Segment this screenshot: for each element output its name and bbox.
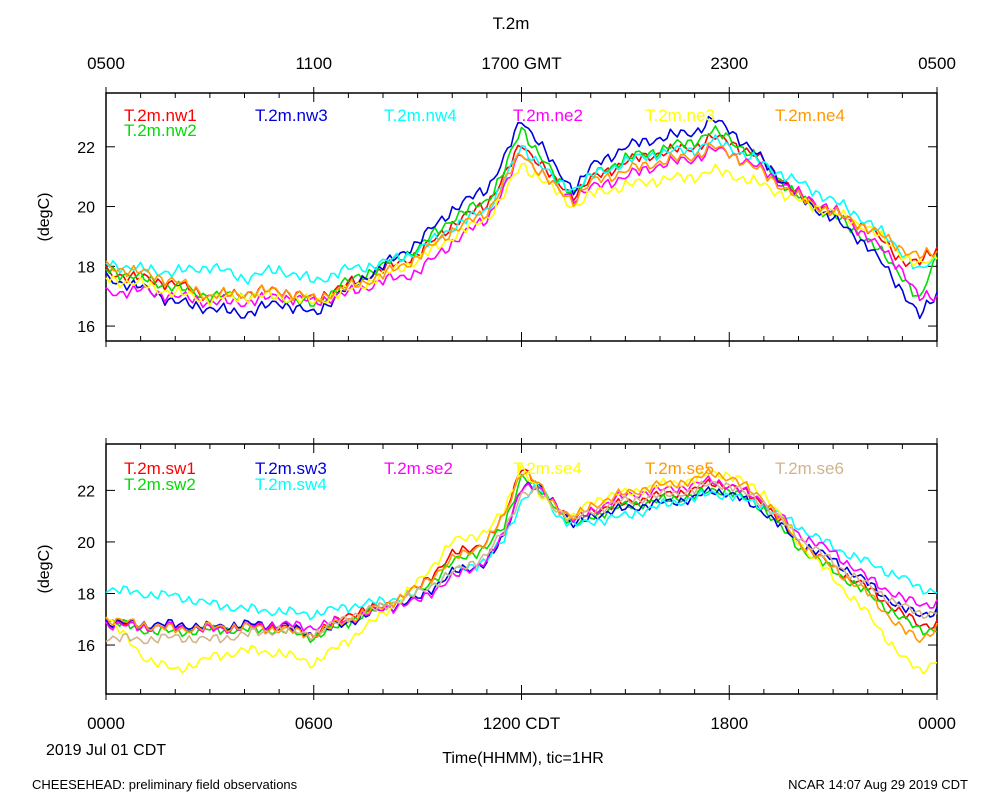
legend-t-2m-sw1: T.2m.sw1 (124, 459, 196, 478)
legend-t-2m-sw3: T.2m.sw3 (255, 459, 327, 478)
panel-bottom-sw-se: 16182022(degC)T.2m.sw1T.2m.sw2T.2m.sw3T.… (36, 438, 938, 700)
legend-t-2m-nw3: T.2m.nw3 (255, 106, 328, 125)
series-line-t-2m-se4 (105, 463, 938, 675)
top-axis-label: 0500 (87, 54, 125, 73)
y-tick-label: 16 (77, 319, 95, 336)
series-line-t-2m-ne3 (105, 162, 938, 307)
y-tick-label: 20 (77, 200, 95, 217)
y-tick-label: 22 (77, 483, 95, 500)
legend-t-2m-nw4: T.2m.nw4 (384, 106, 457, 125)
series-line-t-2m-nw4 (105, 134, 938, 286)
series-line-t-2m-sw2 (105, 473, 938, 644)
series-line-t-2m-sw4 (105, 481, 938, 621)
legend-t-2m-nw2: T.2m.nw2 (124, 121, 197, 140)
legend-t-2m-nw1: T.2m.nw1 (124, 106, 197, 125)
y-tick-label: 18 (77, 586, 95, 603)
y-tick-label: 20 (77, 535, 95, 552)
footer-right: NCAR 14:07 Aug 29 2019 CDT (788, 777, 968, 792)
bottom-axis-label: 0600 (295, 714, 333, 733)
y-axis-label: (degC) (36, 193, 53, 242)
y-tick-label: 18 (77, 259, 95, 276)
bottom-axis-label: 0000 (918, 714, 956, 733)
bottom-axis-label: 1200 CDT (483, 714, 560, 733)
bottom-axis-label: 1800 (710, 714, 748, 733)
series-line-t-2m-sw3 (105, 481, 938, 639)
footer-left: CHEESEHEAD: preliminary field observatio… (32, 777, 298, 792)
legend-t-2m-ne3: T.2m.ne3 (645, 106, 715, 125)
top-axis-label: 1100 (295, 54, 332, 73)
y-tick-label: 22 (77, 140, 95, 157)
series-line-t-2m-nw2 (105, 125, 938, 307)
series-line-t-2m-nw1 (105, 133, 938, 302)
legend-t-2m-se2: T.2m.se2 (384, 459, 453, 478)
y-tick-label: 16 (77, 638, 95, 655)
legend-t-2m-ne2: T.2m.ne2 (513, 106, 583, 125)
legend-t-2m-ne4: T.2m.ne4 (775, 106, 845, 125)
chart-title: T.2m (493, 14, 530, 33)
bottom-time-axis: 0000 0600 1200 CDT 1800 0000 (87, 714, 956, 733)
legend-t-2m-sw2: T.2m.sw2 (124, 475, 196, 494)
date-label: 2019 Jul 01 CDT (46, 742, 166, 759)
series-line-t-2m-se6 (105, 480, 938, 645)
legend-t-2m-se5: T.2m.se5 (645, 459, 714, 478)
legend-t-2m-se4: T.2m.se4 (513, 459, 582, 478)
top-time-axis: 0500 1100 1700 GMT 2300 0500 (87, 54, 956, 73)
legend-t-2m-se6: T.2m.se6 (775, 459, 844, 478)
series-line-t-2m-ne4 (105, 142, 938, 303)
top-axis-label: 1700 GMT (481, 54, 561, 73)
bottom-axis-label: 0000 (87, 714, 125, 733)
series-line-t-2m-ne2 (105, 145, 938, 309)
top-axis-label: 2300 (710, 54, 748, 73)
top-axis-label: 0500 (918, 54, 956, 73)
legend-t-2m-sw4: T.2m.sw4 (255, 475, 327, 494)
x-axis-label: Time(HHMM), tic=1HR (442, 750, 604, 767)
y-axis-label: (degC) (36, 545, 53, 594)
